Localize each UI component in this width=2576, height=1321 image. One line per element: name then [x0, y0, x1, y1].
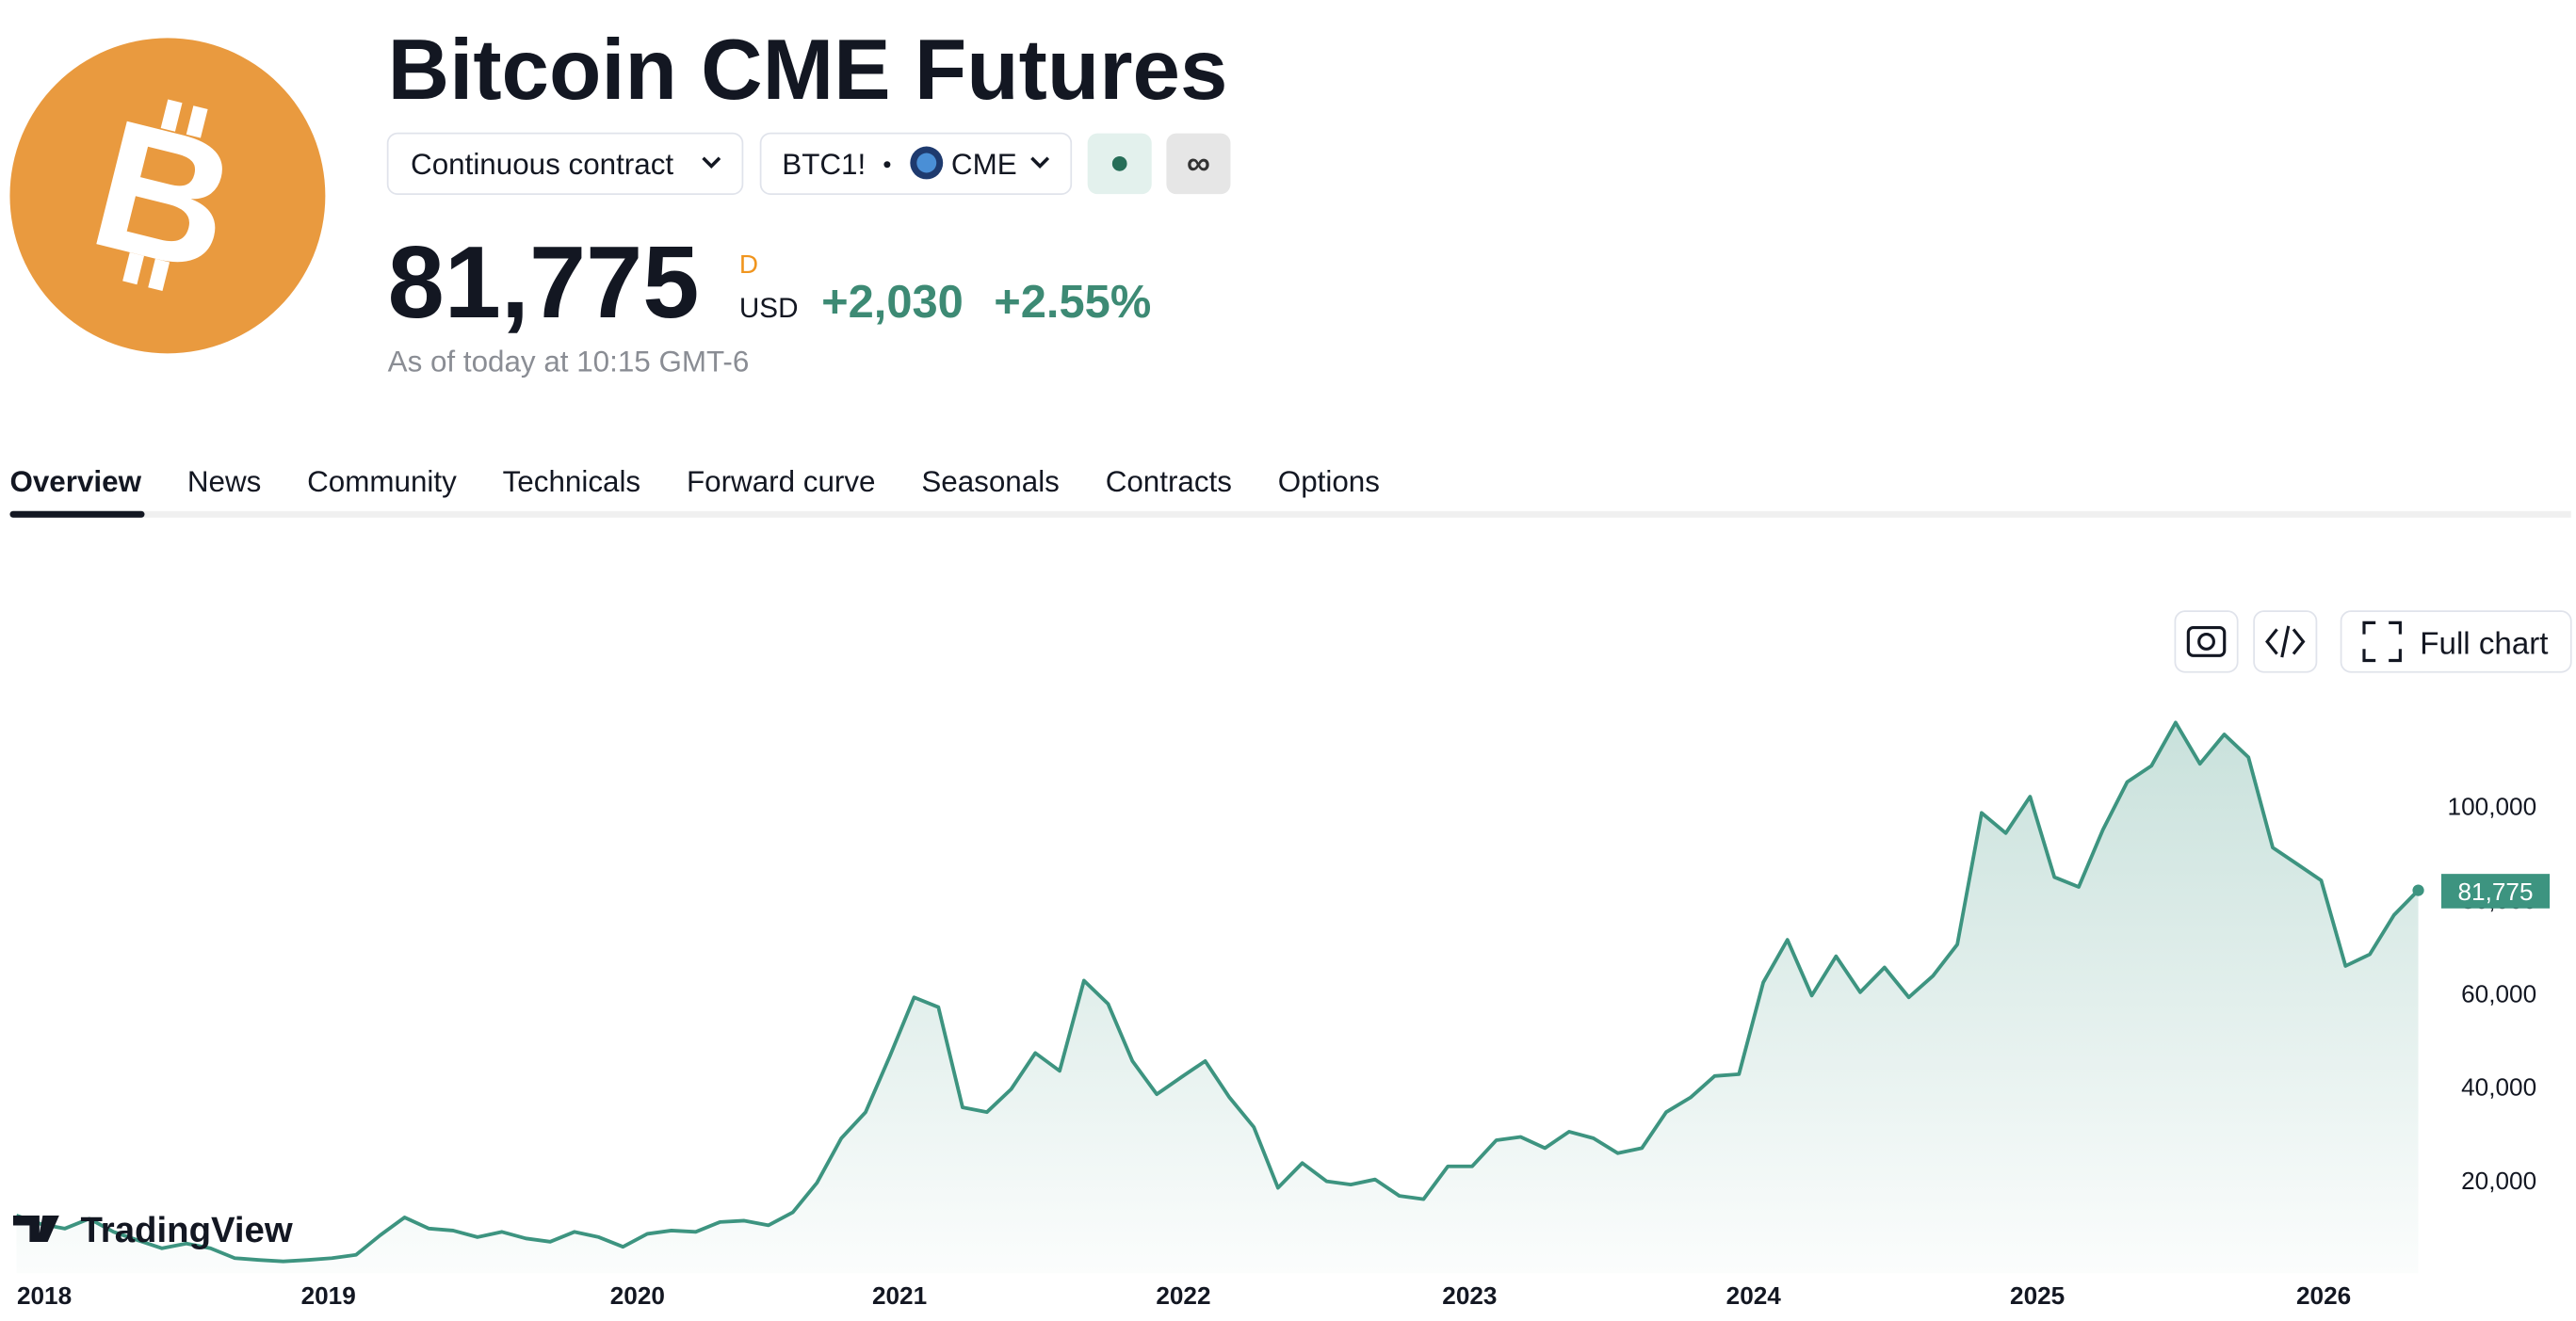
x-tick-label: 2021	[872, 1281, 927, 1310]
full-chart-button[interactable]: Full chart	[2340, 610, 2572, 673]
logo: B	[9, 38, 326, 354]
x-tick-label: 2020	[610, 1281, 665, 1310]
tab-indicator	[9, 510, 145, 518]
tab[interactable]: Community	[307, 465, 457, 498]
contract-label: Continuous contract	[411, 148, 673, 181]
brand-label: TradingView	[80, 1210, 292, 1250]
tab[interactable]: Seasonals	[921, 465, 1060, 498]
status-button[interactable]	[1087, 133, 1152, 195]
tab[interactable]: Overview	[9, 465, 141, 498]
symbol: BTC1!	[782, 148, 866, 181]
svg-text:∞: ∞	[1187, 145, 1210, 182]
tab-rail	[9, 510, 2571, 518]
link-button[interactable]: ∞	[1166, 133, 1231, 195]
area-fill	[16, 722, 2419, 1274]
symbol-select[interactable]: BTC1! CME	[759, 132, 1073, 196]
interval: D	[739, 250, 758, 279]
x-tick-label: 2026	[2296, 1281, 2351, 1310]
price-line	[15, 720, 2420, 1264]
y-tick-label: 100,000	[2448, 792, 2537, 820]
tab[interactable]: Forward curve	[687, 465, 876, 498]
tab[interactable]: Contracts	[1106, 465, 1232, 498]
tab[interactable]: News	[187, 465, 261, 498]
title: Bitcoin CME Futures	[388, 23, 1228, 118]
tab[interactable]: Technicals	[503, 465, 641, 498]
x-tick-label: 2018	[17, 1281, 72, 1310]
price: 81,775	[388, 225, 700, 339]
y-tick-label: 60,000	[2461, 979, 2536, 1007]
as-of: As of today at 10:15 GMT-6	[388, 346, 750, 379]
y-tick-label: 20,000	[2461, 1167, 2536, 1195]
change-percent: +2.55%	[994, 277, 1151, 328]
tab[interactable]: Options	[1278, 465, 1380, 498]
x-tick-label: 2023	[1442, 1281, 1497, 1310]
x-tick-label: 2022	[1156, 1281, 1210, 1310]
last-point	[2412, 884, 2424, 896]
full-chart-label: Full chart	[2420, 627, 2548, 662]
brand: TradingView	[12, 1210, 293, 1250]
contract-select[interactable]: Continuous contract	[386, 132, 744, 196]
currency: USD	[739, 293, 799, 324]
change: +2,030	[821, 277, 964, 328]
price-badge	[2440, 874, 2551, 909]
y-tick-label: 40,000	[2461, 1073, 2536, 1102]
price-badge-label: 81,775	[2458, 878, 2534, 906]
embed-button[interactable]	[2253, 610, 2318, 673]
x-tick-label: 2019	[301, 1281, 356, 1310]
exchange: CME	[951, 148, 1017, 181]
snapshot-button[interactable]	[2174, 610, 2239, 673]
x-tick-label: 2024	[1726, 1281, 1782, 1310]
x-tick-label: 2025	[2010, 1281, 2065, 1310]
